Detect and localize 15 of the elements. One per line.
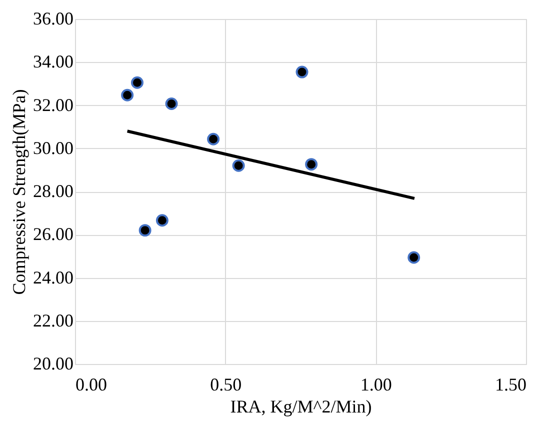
y-tick-label: 26.00 (33, 224, 74, 244)
y-tick-label: 22.00 (33, 310, 74, 330)
x-tick-label: 1.50 (495, 374, 526, 394)
x-tick-label: 0.50 (210, 374, 242, 394)
x-tick-label: 0.00 (76, 374, 107, 394)
y-tick-label: 20.00 (33, 354, 74, 374)
y-tick-label: 24.00 (33, 267, 74, 288)
y-axis-title: Compressive Strength(MPa) (9, 89, 29, 295)
y-tick-label: 28.00 (33, 181, 74, 201)
x-tick-label: 1.00 (360, 374, 392, 394)
y-tick-label: 36.00 (33, 8, 74, 28)
y-tick-label: 30.00 (33, 138, 74, 158)
y-tick-label: 34.00 (33, 52, 74, 72)
x-axis-title: IRA, Kg/M^2/Min) (230, 396, 372, 416)
y-tick-label: 32.00 (33, 94, 74, 115)
